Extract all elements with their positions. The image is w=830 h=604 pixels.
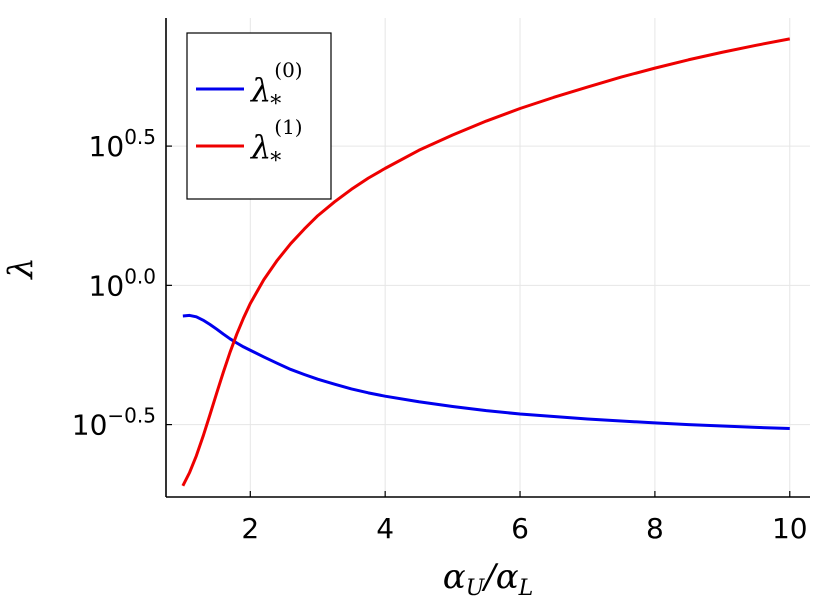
y-tick-label: 100.0 bbox=[89, 264, 156, 302]
x-tick-label: 8 bbox=[646, 512, 664, 545]
series-line-1 bbox=[181, 37, 791, 487]
legend-label-0: λ*(0) bbox=[249, 58, 303, 117]
x-tick-labels: 2 4 6 8 10 bbox=[241, 512, 807, 545]
series-lines bbox=[181, 37, 791, 487]
x-tick-label: 6 bbox=[511, 512, 529, 545]
x-tick-label: 10 bbox=[772, 512, 808, 545]
svg-text:αU/αL: αU/αL bbox=[443, 557, 534, 601]
y-tick-labels: 100.5 100.0 10−0.5 bbox=[72, 125, 156, 441]
legend: λ*(0)λ*(1) bbox=[186, 32, 332, 200]
x-axis-title-alpha-l: α bbox=[496, 557, 519, 597]
y-tick-label: 10−0.5 bbox=[72, 404, 156, 442]
x-axis-title: αU/αL bbox=[443, 557, 534, 601]
x-axis-title-slash: / bbox=[481, 557, 499, 597]
x-axis-title-alpha-u: α bbox=[443, 557, 466, 597]
x-axis-title-sub-l: L bbox=[518, 576, 534, 601]
y-axis-title: λ bbox=[1, 257, 41, 281]
axes bbox=[165, 18, 810, 498]
x-axis-title-sub-u: U bbox=[466, 576, 486, 601]
legend-box bbox=[186, 32, 332, 200]
y-tick-label: 100.5 bbox=[89, 125, 156, 163]
x-tick-label: 2 bbox=[241, 512, 259, 545]
series-line-0 bbox=[182, 313, 790, 430]
x-tick-label: 4 bbox=[376, 512, 394, 545]
legend-label-1: λ*(1) bbox=[249, 115, 303, 174]
